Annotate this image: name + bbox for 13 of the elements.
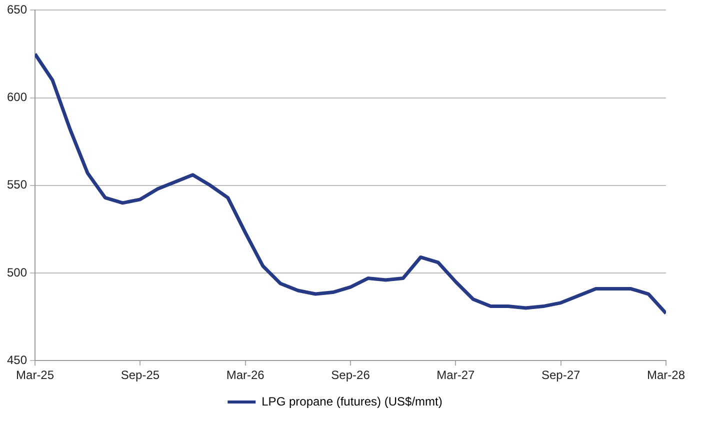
x-tick-label: Sep-27 xyxy=(541,368,581,382)
x-tick-label: Mar-28 xyxy=(646,368,686,382)
x-tick-label: Sep-25 xyxy=(120,368,160,382)
y-tick-label: 650 xyxy=(6,2,28,17)
x-tick-label: Mar-26 xyxy=(226,368,265,382)
y-tick-label: 450 xyxy=(6,352,28,367)
y-tick-label: 600 xyxy=(6,90,28,104)
legend-label: LPG propane (futures) (US$/mmt) xyxy=(262,394,442,408)
y-tick-label: 550 xyxy=(6,178,28,192)
x-tick-label: Mar-27 xyxy=(436,368,475,382)
x-tick-label: Mar-25 xyxy=(16,368,54,382)
x-tick-label: Sep-26 xyxy=(331,368,370,382)
y-tick-label: 500 xyxy=(6,265,28,280)
